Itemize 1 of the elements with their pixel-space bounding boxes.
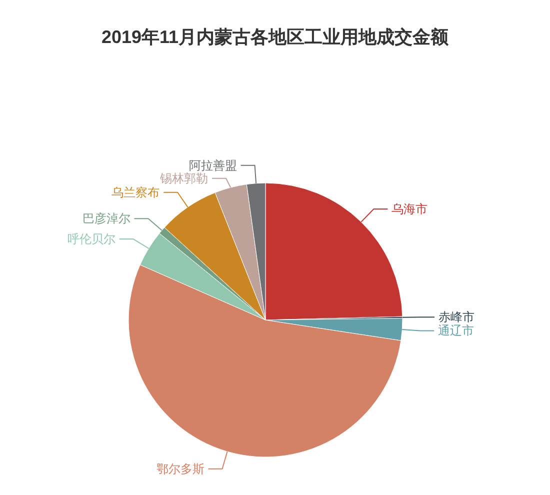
title: 2019年11月内蒙古各地区工业用地成交金额 bbox=[101, 27, 449, 47]
